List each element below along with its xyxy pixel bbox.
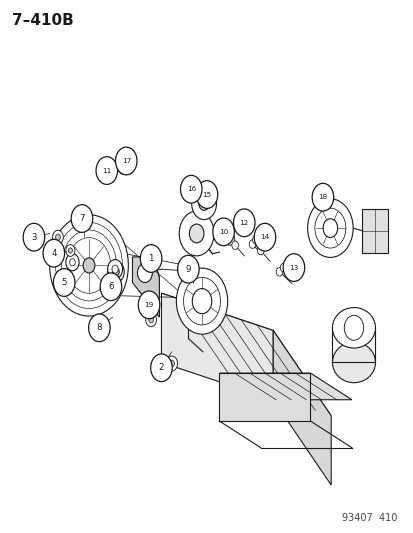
Circle shape [227, 236, 231, 241]
Circle shape [115, 147, 137, 175]
Text: 8: 8 [96, 324, 102, 332]
Circle shape [176, 268, 227, 334]
Circle shape [145, 313, 156, 327]
Circle shape [66, 254, 79, 271]
Circle shape [179, 211, 214, 256]
Circle shape [344, 316, 363, 340]
Circle shape [180, 175, 202, 203]
Text: 7–410B: 7–410B [12, 13, 74, 28]
Circle shape [231, 241, 238, 249]
Circle shape [192, 288, 211, 314]
Circle shape [88, 314, 110, 342]
Text: 17: 17 [121, 158, 131, 164]
Text: 6: 6 [108, 282, 114, 291]
Circle shape [307, 199, 352, 257]
Circle shape [107, 261, 124, 282]
Polygon shape [161, 293, 330, 416]
Circle shape [96, 157, 117, 184]
Circle shape [50, 215, 128, 316]
Circle shape [282, 254, 304, 281]
Text: 16: 16 [186, 186, 195, 192]
Circle shape [224, 232, 234, 245]
Polygon shape [219, 373, 351, 400]
Text: 14: 14 [260, 234, 269, 240]
Circle shape [254, 223, 275, 251]
Circle shape [196, 181, 217, 208]
Circle shape [280, 263, 286, 272]
Circle shape [177, 255, 199, 283]
Circle shape [166, 356, 177, 371]
Circle shape [107, 260, 122, 279]
Circle shape [126, 149, 135, 160]
Text: 19: 19 [144, 302, 153, 308]
Circle shape [266, 238, 271, 244]
Circle shape [23, 223, 45, 251]
Circle shape [212, 218, 234, 246]
Circle shape [55, 222, 122, 309]
Text: 5: 5 [61, 278, 67, 287]
Circle shape [244, 227, 248, 232]
Circle shape [138, 291, 159, 319]
Polygon shape [161, 293, 273, 400]
Polygon shape [361, 209, 387, 253]
Circle shape [66, 245, 75, 256]
Circle shape [67, 238, 110, 293]
Circle shape [148, 317, 153, 323]
Circle shape [140, 245, 161, 272]
Ellipse shape [332, 308, 375, 348]
Circle shape [112, 268, 119, 276]
Circle shape [191, 188, 216, 220]
Circle shape [264, 235, 273, 247]
Circle shape [62, 230, 116, 301]
Circle shape [55, 234, 60, 240]
Polygon shape [219, 373, 310, 421]
Text: 12: 12 [239, 220, 248, 226]
Circle shape [183, 277, 220, 325]
Text: 1: 1 [148, 254, 154, 263]
Circle shape [257, 246, 263, 255]
Circle shape [121, 165, 125, 171]
Circle shape [118, 161, 128, 174]
Polygon shape [132, 257, 159, 317]
Circle shape [137, 263, 152, 282]
Text: 15: 15 [202, 191, 211, 198]
Circle shape [189, 224, 204, 243]
Circle shape [242, 224, 250, 235]
Text: 13: 13 [289, 264, 298, 271]
Text: 2: 2 [158, 364, 164, 372]
Circle shape [150, 354, 172, 382]
Text: 4: 4 [51, 249, 57, 257]
Text: 10: 10 [218, 229, 228, 235]
Circle shape [198, 197, 209, 211]
Circle shape [275, 268, 282, 276]
Circle shape [249, 240, 255, 248]
Text: 93407  410: 93407 410 [341, 513, 396, 523]
Ellipse shape [332, 342, 375, 383]
Circle shape [43, 239, 64, 267]
Circle shape [112, 265, 118, 273]
Circle shape [169, 360, 174, 367]
Circle shape [233, 209, 254, 237]
Circle shape [129, 152, 133, 157]
Circle shape [252, 236, 259, 244]
Polygon shape [273, 330, 330, 485]
Circle shape [314, 208, 345, 248]
Circle shape [71, 205, 93, 232]
Circle shape [100, 273, 121, 301]
Circle shape [83, 258, 95, 273]
Text: 11: 11 [102, 167, 111, 174]
Circle shape [53, 269, 75, 296]
Text: 3: 3 [31, 233, 37, 241]
Text: 18: 18 [318, 194, 327, 200]
Circle shape [69, 259, 75, 266]
Text: 9: 9 [185, 265, 190, 273]
Circle shape [322, 219, 337, 238]
Circle shape [311, 183, 333, 211]
Circle shape [52, 230, 63, 244]
Text: 7: 7 [79, 214, 85, 223]
Circle shape [68, 248, 72, 253]
